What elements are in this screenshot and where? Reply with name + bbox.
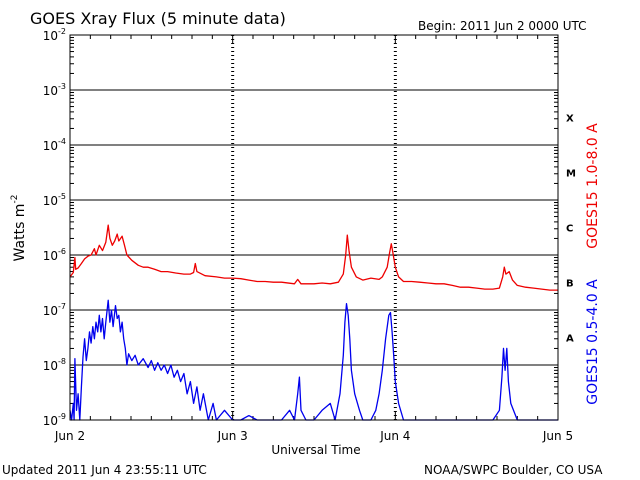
y-tick-label: 10-3 xyxy=(43,82,66,98)
y-tick-base: 10 xyxy=(43,249,58,263)
flare-class-label: A xyxy=(566,334,574,345)
updated-timestamp: Updated 2011 Jun 4 23:55:11 UTC xyxy=(2,463,207,477)
y-tick-label: 10-4 xyxy=(43,137,66,153)
x-tick-label: Jun 3 xyxy=(217,429,248,443)
x-tick-label: Jun 5 xyxy=(542,429,573,443)
x-tick-labels: Jun 2 Jun 3 Jun 4 Jun 5 xyxy=(54,429,573,443)
y-tick-exponent: -3 xyxy=(58,82,66,91)
y-tick-exponent: -8 xyxy=(58,357,66,366)
y-tick-base: 10 xyxy=(43,139,58,153)
y-tick-exponent: -6 xyxy=(58,247,66,256)
y-axis-label-exponent: -2 xyxy=(10,195,20,204)
series-layer xyxy=(69,224,558,421)
y-tick-exponent: -2 xyxy=(58,27,66,36)
y-tick-label: 10-8 xyxy=(43,357,66,373)
x-tick-label: Jun 4 xyxy=(379,429,410,443)
y-tick-exponent: -7 xyxy=(58,302,66,311)
y-tick-base: 10 xyxy=(43,304,58,318)
legend-short-channel: GOES15 0.5-4.0 A xyxy=(585,279,601,405)
x-tick-label: Jun 2 xyxy=(54,429,85,443)
legend-long-channel: GOES15 1.0-8.0 A xyxy=(585,123,601,249)
y-tick-base: 10 xyxy=(43,414,58,428)
y-tick-label: 10-7 xyxy=(43,302,66,318)
y-tick-base: 10 xyxy=(43,29,58,43)
chart-title: GOES Xray Flux (5 minute data) xyxy=(30,9,286,28)
y-tick-label: 10-5 xyxy=(43,192,66,208)
x-axis-label: Universal Time xyxy=(271,443,360,457)
y-tick-exponent: -4 xyxy=(58,137,66,146)
flare-class-label: M xyxy=(566,169,576,180)
y-tick-base: 10 xyxy=(43,84,58,98)
y-tick-base: 10 xyxy=(43,359,58,373)
begin-label: Begin: 2011 Jun 2 0000 UTC xyxy=(418,19,587,33)
y-tick-labels: 10-910-810-710-610-510-410-310-2 xyxy=(43,27,66,428)
y-tick-label: 10-6 xyxy=(43,247,66,263)
plot-frame xyxy=(69,34,559,421)
y-axis-label-text: Watts m xyxy=(12,204,28,262)
flare-class-label: C xyxy=(566,224,573,235)
y-tick-exponent: -9 xyxy=(58,412,66,421)
flare-class-label: X xyxy=(566,114,574,125)
y-tick-exponent: -5 xyxy=(58,192,66,201)
series-line-long-channel xyxy=(69,224,558,291)
grid-layer xyxy=(69,35,559,420)
y-tick-base: 10 xyxy=(43,194,58,208)
y-axis-label: Watts m-2 xyxy=(10,195,28,262)
flare-class-labels: X M C B A xyxy=(566,114,576,345)
y-tick-label: 10-9 xyxy=(43,412,66,428)
series-line-short-channel xyxy=(69,299,558,421)
y-tick-label: 10-2 xyxy=(43,27,66,43)
flare-class-label: B xyxy=(566,279,574,290)
credit-label: NOAA/SWPC Boulder, CO USA xyxy=(424,463,603,477)
